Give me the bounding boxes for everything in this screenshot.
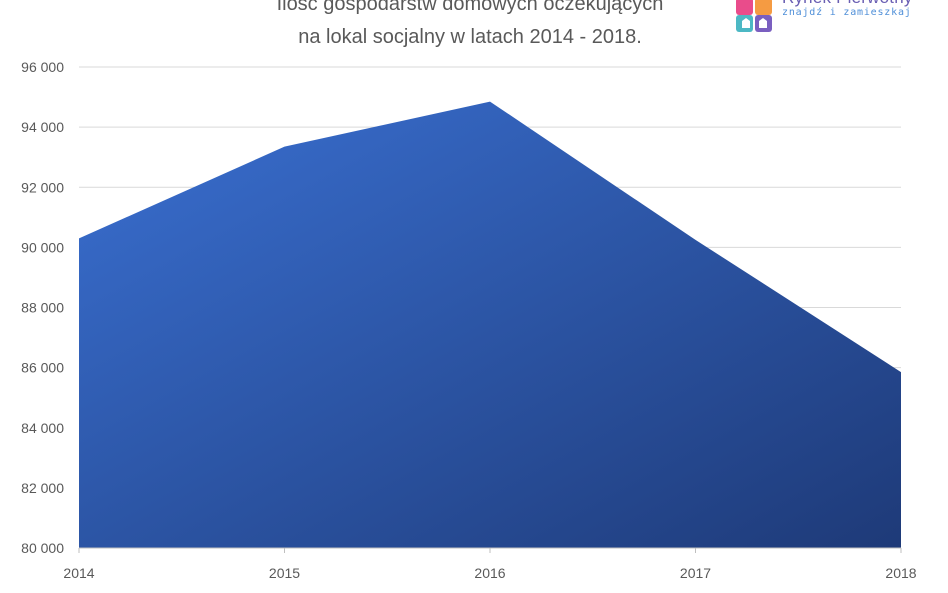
logo-name: Rynek Pierwotny [782,0,913,8]
chart-title: Ilość gospodarstw domowych oczekujących … [150,0,790,54]
y-tick-label: 80 000 [21,540,64,556]
y-tick-label: 86 000 [21,360,64,376]
x-tick-label: 2017 [680,565,711,581]
x-tick-label: 2014 [63,565,94,581]
x-tick-label: 2015 [269,565,300,581]
y-tick-label: 94 000 [21,119,64,135]
y-tick-label: 84 000 [21,420,64,436]
y-tick-label: 92 000 [21,179,64,195]
logo-tagline: znajdź i zamieszkaj [782,7,912,18]
x-tick-label: 2018 [885,565,916,581]
house-logo-icon [736,0,772,32]
chart-title-line-1: Ilość gospodarstw domowych oczekujących [276,0,664,15]
chart-title-line-2: na lokal socjalny w latach 2014 - 2018. [298,26,642,48]
y-tick-label: 96 000 [21,59,64,75]
area-series [79,101,901,549]
brand-logo: Rynek Pierwotny znajdź i zamieszkaj [734,0,944,34]
axes: 80 000 82 000 84 000 86 000 88 000 90 000 92 0… [21,59,917,581]
y-tick-label: 82 000 [21,480,64,496]
y-tick-label: 88 000 [21,300,64,316]
area-fill [79,101,901,549]
y-tick-label: 90 000 [21,239,64,255]
x-tick-label: 2016 [474,565,505,581]
